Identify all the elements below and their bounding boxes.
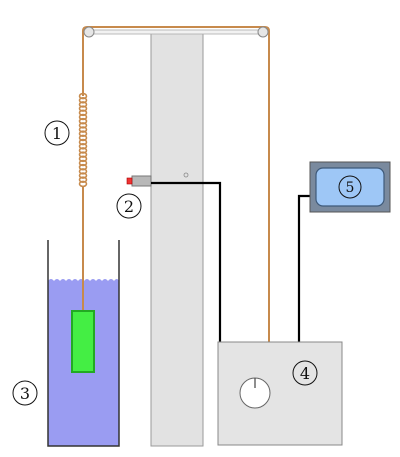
label-container: 3: [12, 380, 38, 406]
sensor-icon: [126, 175, 152, 187]
label-spring: 1: [44, 120, 70, 146]
submerged-block: [71, 310, 95, 373]
knob-icon: [239, 377, 271, 409]
container-walls: [47, 240, 120, 447]
label-sensor: 2: [116, 193, 142, 219]
spring-icon: [78, 92, 88, 188]
svg-text:5: 5: [346, 180, 355, 196]
svg-text:3: 3: [20, 384, 30, 403]
vertical-column: [150, 31, 204, 447]
spring-coil: [78, 180, 88, 188]
top-bar: [85, 29, 269, 35]
column-pin: [183, 172, 189, 178]
svg-text:1: 1: [52, 124, 62, 143]
control-box: [217, 341, 343, 446]
label-display: 5: [338, 175, 362, 199]
label-control-box: 4: [292, 360, 318, 386]
display-cable: [297, 194, 311, 343]
svg-text:2: 2: [124, 197, 134, 216]
pulley-left-icon: [83, 26, 95, 38]
pulley-right-icon: [257, 26, 269, 38]
string-wire: [82, 26, 270, 343]
sensor-cable: [151, 181, 222, 343]
svg-text:4: 4: [300, 364, 310, 383]
